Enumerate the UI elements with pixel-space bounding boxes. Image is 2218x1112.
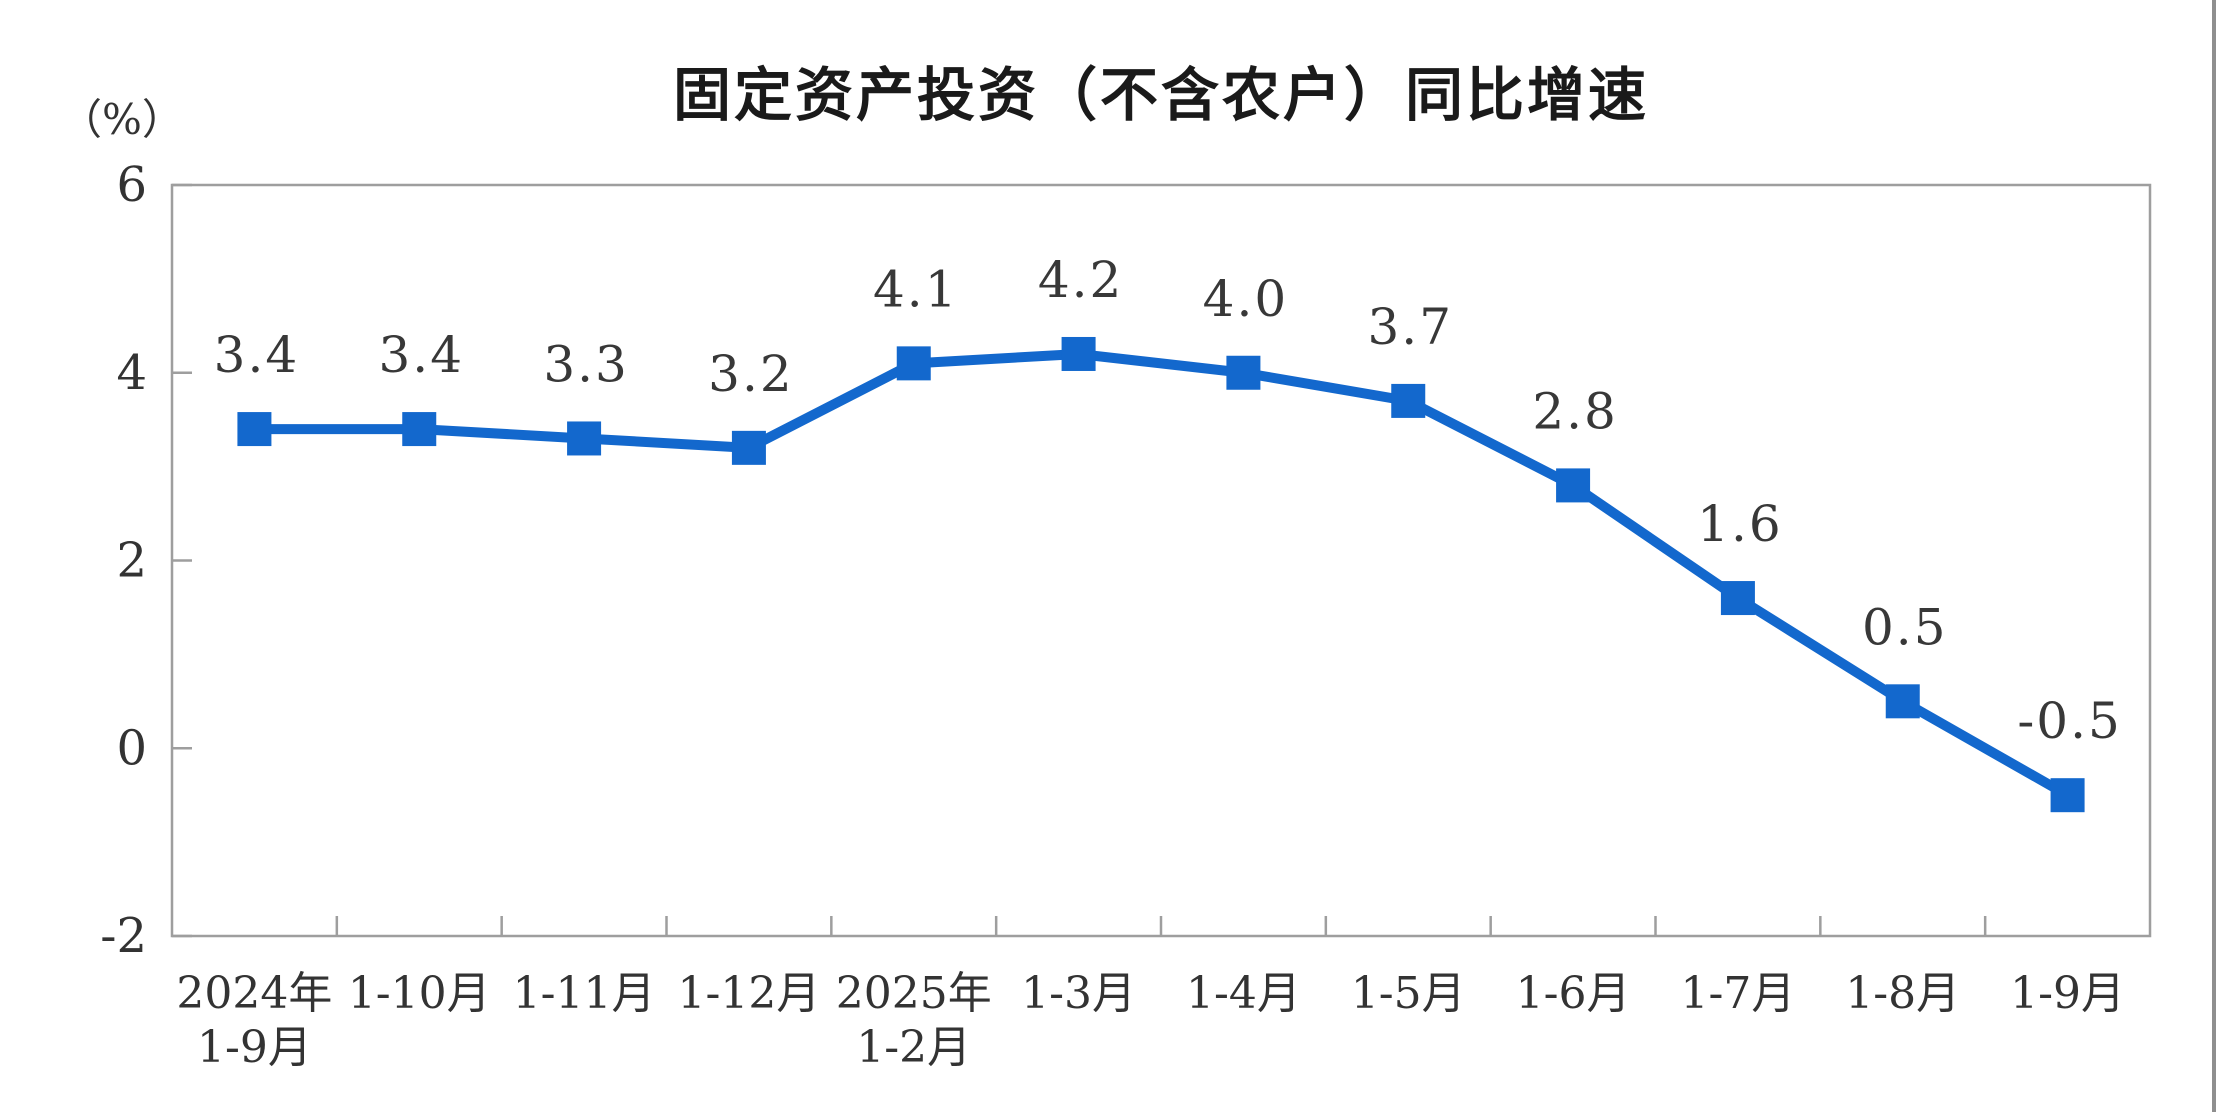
data-point-marker — [1391, 383, 1426, 418]
x-axis-tick-label: 1-4月 — [1186, 968, 1301, 1019]
y-axis-tick-label: 0 — [116, 720, 147, 776]
y-axis-tick-label: 6 — [116, 157, 147, 213]
data-point-label: 1.6 — [1697, 495, 1783, 553]
x-axis-tick-label: 1-7月 — [1680, 968, 1795, 1019]
x-axis-tick-label: 1-11月 — [513, 968, 656, 1019]
data-point-marker — [1226, 355, 1261, 390]
data-point-label: 3.4 — [378, 326, 464, 384]
data-point-label: 3.7 — [1367, 298, 1453, 356]
data-point-marker — [1720, 581, 1755, 616]
y-axis-unit-label: （%） — [60, 95, 184, 144]
x-axis-tick-label: 1-9月 — [2010, 968, 2125, 1019]
data-point-marker — [1556, 468, 1591, 503]
data-point-label: 3.2 — [708, 345, 794, 403]
y-axis-tick-label: -2 — [100, 908, 147, 964]
x-axis-tick-label: 1-6月 — [1516, 968, 1631, 1019]
series-line — [249, 348, 2073, 801]
data-point-label: 3.4 — [214, 326, 300, 384]
x-axis-tick-label: 1-12月 — [677, 968, 820, 1019]
data-point-marker — [567, 421, 602, 456]
data-point-marker — [731, 430, 766, 465]
data-point-marker — [1061, 336, 1096, 371]
y-axis-tick-label: 4 — [116, 345, 147, 401]
data-point-marker — [1885, 684, 1920, 719]
x-axis-tick-label: 2024年 — [176, 968, 332, 1019]
x-axis-tick-label: 1-5月 — [1351, 968, 1466, 1019]
data-point-marker — [402, 412, 437, 447]
x-axis-tick-label: 2025年 — [836, 968, 992, 1019]
data-point-marker — [896, 346, 931, 381]
data-point-label: 4.2 — [1038, 251, 1124, 309]
x-axis-tick-label: 1-10月 — [348, 968, 491, 1019]
chart-title: 固定资产投资（不含农户）同比增速 — [672, 63, 1649, 128]
data-point-label: 4.0 — [1203, 270, 1289, 328]
data-point-marker — [2050, 778, 2085, 813]
data-point-label: 4.1 — [873, 260, 959, 318]
x-axis-tick-label: 1-8月 — [1845, 968, 1960, 1019]
plot-border — [170, 183, 2152, 938]
x-axis-tick-label: 1-9月 — [197, 1022, 312, 1073]
data-point-label: 0.5 — [1862, 598, 1948, 656]
data-point-label: 3.3 — [543, 335, 629, 393]
x-axis-tick-label: 1-3月 — [1021, 968, 1136, 1019]
x-axis-tick-label: 1-2月 — [856, 1022, 971, 1073]
data-point-label: 2.8 — [1532, 382, 1618, 440]
data-point-label: -0.5 — [2017, 692, 2121, 750]
y-axis-tick-label: 2 — [116, 533, 147, 589]
data-point-marker — [237, 412, 272, 447]
screenshot-right-border — [2212, 0, 2216, 1112]
